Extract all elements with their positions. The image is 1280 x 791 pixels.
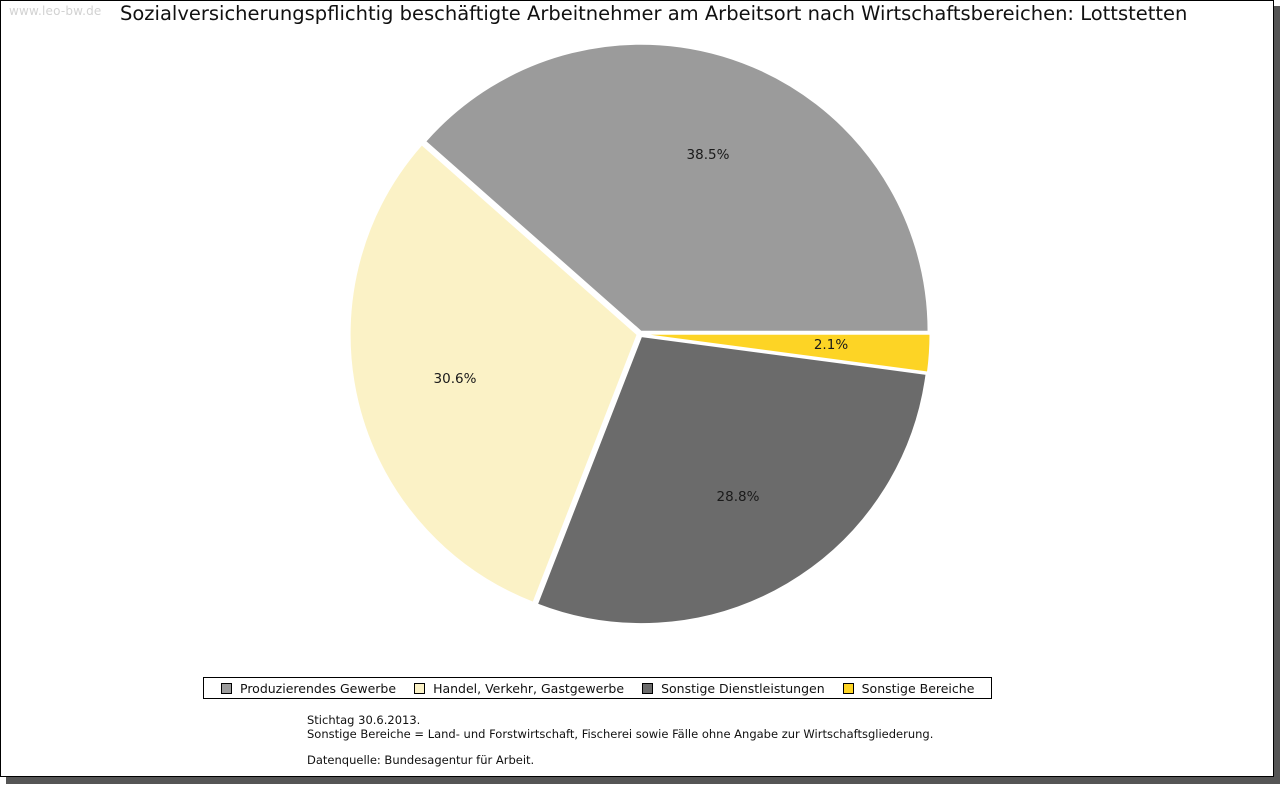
- legend-item-label: Sonstige Dienstleistungen: [661, 680, 825, 696]
- frame-border-right: [1273, 0, 1274, 777]
- pie-slice-label: 2.1%: [813, 337, 849, 353]
- legend-item-label: Sonstige Bereiche: [861, 680, 975, 696]
- pie-slice-label: 38.5%: [686, 147, 730, 163]
- legend-swatch-icon: [221, 682, 232, 694]
- legend-swatch-icon: [642, 682, 654, 694]
- pie-chart-svg: [349, 43, 931, 625]
- legend-item[interactable]: Produzierendes Gewerbe: [221, 681, 396, 696]
- pie-slice[interactable]: [536, 336, 927, 625]
- legend-item[interactable]: Sonstige Dienstleistungen: [642, 681, 825, 696]
- pie-chart: 38.5% 30.6% 28.8% 2.1%: [349, 43, 931, 625]
- frame-shadow-right: [1274, 6, 1280, 784]
- pie-slice-label: 30.6%: [433, 371, 477, 387]
- page-title: Sozialversicherungspflichtig beschäftigt…: [120, 2, 1188, 25]
- footnotes: Stichtag 30.6.2013. Sonstige Bereiche = …: [307, 713, 933, 767]
- pie-slice[interactable]: [425, 43, 929, 332]
- watermark: www.leo-bw.de: [9, 4, 102, 18]
- pie-slice-label: 28.8%: [716, 489, 760, 505]
- legend-item-label: Handel, Verkehr, Gastgewerbe: [433, 680, 625, 696]
- pie-slices-group: [349, 43, 931, 625]
- legend-swatch-icon: [842, 682, 854, 694]
- frame-border-bottom: [0, 776, 1274, 777]
- pie-slice[interactable]: [642, 333, 931, 373]
- legend-swatch-icon: [414, 682, 426, 694]
- frame-border-left: [0, 0, 1, 777]
- footnote-source: Datenquelle: Bundesagentur für Arbeit.: [307, 753, 535, 767]
- footnote-stichtag: Stichtag 30.6.2013.: [307, 713, 421, 727]
- chart-legend: Produzierendes Gewerbe Handel, Verkehr, G…: [203, 677, 993, 699]
- pie-slice[interactable]: [349, 144, 638, 603]
- legend-item[interactable]: Handel, Verkehr, Gastgewerbe: [414, 681, 624, 696]
- frame-shadow-bottom: [6, 777, 1280, 784]
- footnote-definition: Sonstige Bereiche = Land- und Forstwirts…: [307, 727, 934, 741]
- legend-item[interactable]: Sonstige Bereiche: [842, 680, 975, 696]
- legend-item-label: Produzierendes Gewerbe: [240, 680, 397, 696]
- frame-border-top: [0, 0, 1274, 1]
